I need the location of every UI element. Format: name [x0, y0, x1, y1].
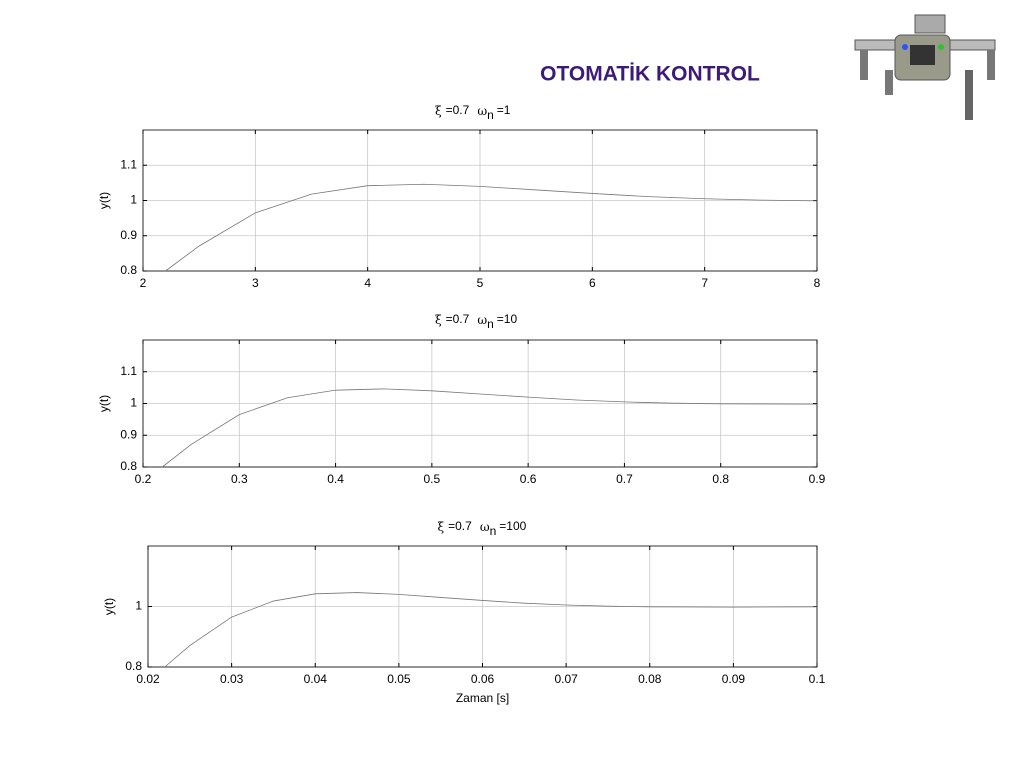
title-part: ω	[477, 104, 487, 118]
x-tick-label: 0.02	[136, 672, 160, 686]
y-tick-label: 0.9	[120, 228, 137, 242]
y-tick-label: 1.1	[120, 364, 137, 378]
title-part: =10	[497, 312, 518, 326]
title-part: ξ	[435, 104, 442, 118]
line-series	[164, 592, 818, 668]
x-tick-label: 0.09	[722, 672, 746, 686]
y-tick-label: 0.8	[125, 659, 142, 673]
title-part: ξ	[435, 313, 442, 327]
title-part: n	[490, 524, 497, 538]
x-tick-label: 0.3	[231, 472, 248, 486]
title-part: n	[487, 108, 494, 122]
y-axis-label: y(t)	[97, 395, 111, 412]
title-part: ω	[477, 313, 487, 327]
x-tick-label: 0.5	[424, 472, 441, 486]
title-part: n	[487, 317, 494, 331]
slide-title: OTOMATİK KONTROL	[540, 63, 760, 86]
title-part: =100	[499, 519, 526, 533]
x-tick-label: 0.05	[387, 672, 411, 686]
x-tick-label: 0.6	[520, 472, 537, 486]
y-tick-label: 1	[135, 599, 142, 613]
line-series	[162, 388, 818, 468]
y-tick-label: 0.8	[120, 263, 137, 277]
title-part: =0.7	[446, 312, 470, 326]
x-tick-label: 0.9	[809, 472, 826, 486]
x-tick-label: 0.4	[327, 472, 344, 486]
chart-title: ξ =0.7 ωn =1	[435, 103, 511, 122]
x-tick-label: 6	[589, 276, 596, 290]
x-tick-label: 0.07	[554, 672, 578, 686]
title-part: ξ	[438, 520, 445, 534]
x-tick-label: 0.1	[809, 672, 826, 686]
x-tick-label: 0.7	[616, 472, 633, 486]
chart-title: ξ =0.7 ωn =100	[438, 519, 527, 538]
x-tick-label: 0.08	[638, 672, 662, 686]
y-tick-label: 0.8	[120, 459, 137, 473]
x-tick-label: 0.8	[712, 472, 729, 486]
x-tick-label: 0.06	[471, 672, 495, 686]
title-part: =0.7	[446, 103, 470, 117]
y-axis-label: y(t)	[102, 598, 116, 615]
robot-picture	[854, 14, 996, 120]
chart-title: ξ =0.7 ωn =10	[435, 312, 517, 331]
x-tick-label: 0.2	[135, 472, 152, 486]
plot-frame	[147, 545, 818, 668]
line-series	[165, 183, 818, 272]
x-tick-label: 7	[701, 276, 708, 290]
title-part: =1	[497, 103, 511, 117]
x-tick-label: 4	[364, 276, 371, 290]
y-tick-label: 0.9	[120, 427, 137, 441]
x-tick-label: 8	[814, 276, 821, 290]
x-tick-label: 2	[140, 276, 147, 290]
chart: ξ =0.7 ωn =100 0.02 0.03 0.04 0.05 0.06 0.07 0.08 0…	[102, 519, 825, 705]
chart: ξ =0.7 ωn =1 2 3 4 5 6 7 8 0.8 0.9 1 1.1 y(t)	[97, 103, 820, 290]
title-part: =0.7	[448, 519, 472, 533]
y-tick-label: 1	[130, 193, 137, 207]
y-tick-label: 1.1	[120, 157, 137, 171]
x-tick-label: 0.04	[304, 672, 328, 686]
x-tick-label: 0.03	[220, 672, 244, 686]
title-part: ω	[480, 520, 490, 534]
plot-frame	[142, 339, 818, 468]
x-tick-label: 5	[477, 276, 484, 290]
y-axis-label: y(t)	[97, 192, 111, 209]
x-axis-label: Zaman [s]	[456, 691, 509, 705]
y-tick-label: 1	[130, 396, 137, 410]
x-tick-label: 3	[252, 276, 259, 290]
chart: ξ =0.7 ωn =10 0.2 0.3 0.4 0.5 0.6 0.7 0.8 0.9 0.8 0.9…	[97, 312, 825, 486]
